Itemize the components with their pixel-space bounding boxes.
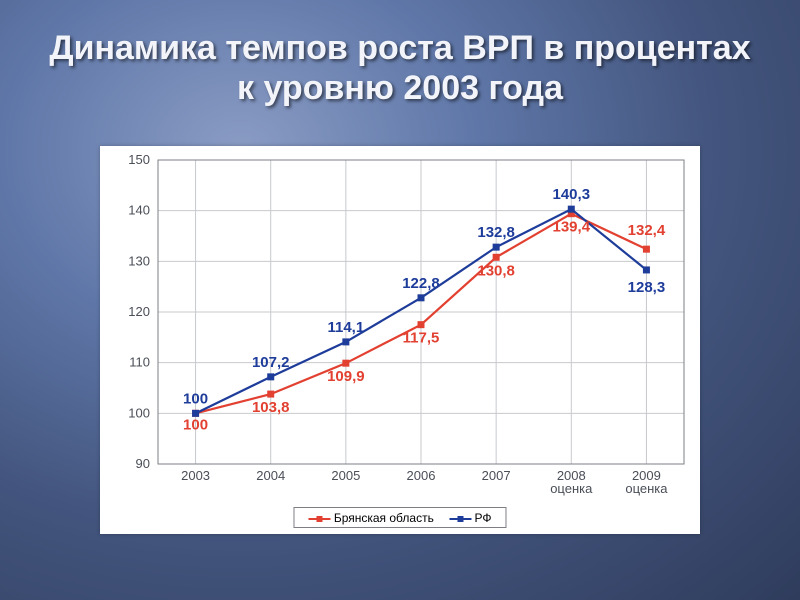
svg-text:150: 150 <box>128 152 150 167</box>
svg-text:130,8: 130,8 <box>477 262 515 279</box>
svg-text:100: 100 <box>183 390 208 407</box>
svg-text:132,8: 132,8 <box>477 224 515 241</box>
svg-text:100: 100 <box>183 416 208 433</box>
svg-text:100: 100 <box>128 405 150 420</box>
svg-text:2006: 2006 <box>407 468 436 483</box>
chart-legend: Брянская область РФ <box>293 507 506 528</box>
svg-text:140: 140 <box>128 203 150 218</box>
svg-text:2005: 2005 <box>331 468 360 483</box>
legend-item-bryansk: Брянская область <box>308 511 433 525</box>
svg-text:2004: 2004 <box>256 468 285 483</box>
svg-text:107,2: 107,2 <box>252 354 290 371</box>
svg-text:140,3: 140,3 <box>553 186 591 203</box>
chart-container: 90 100 110 120 130 140 150 2003 2004 2005 2006 2007… <box>100 146 700 534</box>
svg-text:117,5: 117,5 <box>403 330 440 347</box>
svg-text:2007: 2007 <box>482 468 511 483</box>
svg-text:109,9: 109,9 <box>327 368 365 385</box>
svg-text:2003: 2003 <box>181 468 210 483</box>
page-title: Динамика темпов роста ВРП в процентах к … <box>0 28 800 108</box>
svg-text:90: 90 <box>136 456 150 471</box>
svg-text:128,3: 128,3 <box>628 279 666 296</box>
svg-text:139,4: 139,4 <box>553 219 591 236</box>
slide: Динамика темпов роста ВРП в процентах к … <box>0 0 800 600</box>
svg-text:103,8: 103,8 <box>252 399 290 416</box>
legend-label: Брянская область <box>334 511 434 525</box>
legend-item-rf: РФ <box>449 511 491 525</box>
legend-label: РФ <box>475 511 492 525</box>
svg-text:оценка: оценка <box>625 481 668 496</box>
svg-text:132,4: 132,4 <box>628 222 666 239</box>
line-chart: 90 100 110 120 130 140 150 2003 2004 2005 2006 2007… <box>100 146 700 534</box>
svg-text:110: 110 <box>129 355 150 370</box>
svg-text:130: 130 <box>128 253 150 268</box>
svg-text:122,8: 122,8 <box>402 275 440 292</box>
svg-text:оценка: оценка <box>550 481 593 496</box>
svg-text:114,1: 114,1 <box>327 319 364 336</box>
svg-text:120: 120 <box>128 304 150 319</box>
